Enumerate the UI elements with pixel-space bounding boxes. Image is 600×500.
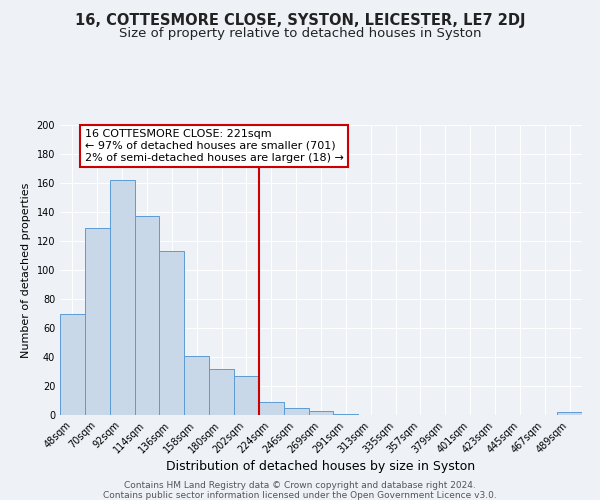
Text: Contains HM Land Registry data © Crown copyright and database right 2024.: Contains HM Land Registry data © Crown c… bbox=[124, 481, 476, 490]
Bar bbox=[284, 408, 308, 415]
Y-axis label: Number of detached properties: Number of detached properties bbox=[21, 182, 31, 358]
Bar bbox=[234, 376, 259, 415]
Bar bbox=[110, 180, 134, 415]
Bar bbox=[134, 216, 160, 415]
Bar bbox=[209, 368, 234, 415]
Text: 16, COTTESMORE CLOSE, SYSTON, LEICESTER, LE7 2DJ: 16, COTTESMORE CLOSE, SYSTON, LEICESTER,… bbox=[75, 12, 525, 28]
Text: Contains public sector information licensed under the Open Government Licence v3: Contains public sector information licen… bbox=[103, 491, 497, 500]
Bar bbox=[557, 412, 582, 415]
Bar bbox=[184, 356, 209, 415]
X-axis label: Distribution of detached houses by size in Syston: Distribution of detached houses by size … bbox=[166, 460, 476, 473]
Bar bbox=[160, 251, 184, 415]
Bar bbox=[259, 402, 284, 415]
Bar bbox=[308, 410, 334, 415]
Bar bbox=[60, 314, 85, 415]
Text: 16 COTTESMORE CLOSE: 221sqm
← 97% of detached houses are smaller (701)
2% of sem: 16 COTTESMORE CLOSE: 221sqm ← 97% of det… bbox=[85, 130, 344, 162]
Text: Size of property relative to detached houses in Syston: Size of property relative to detached ho… bbox=[119, 28, 481, 40]
Bar bbox=[334, 414, 358, 415]
Bar bbox=[85, 228, 110, 415]
